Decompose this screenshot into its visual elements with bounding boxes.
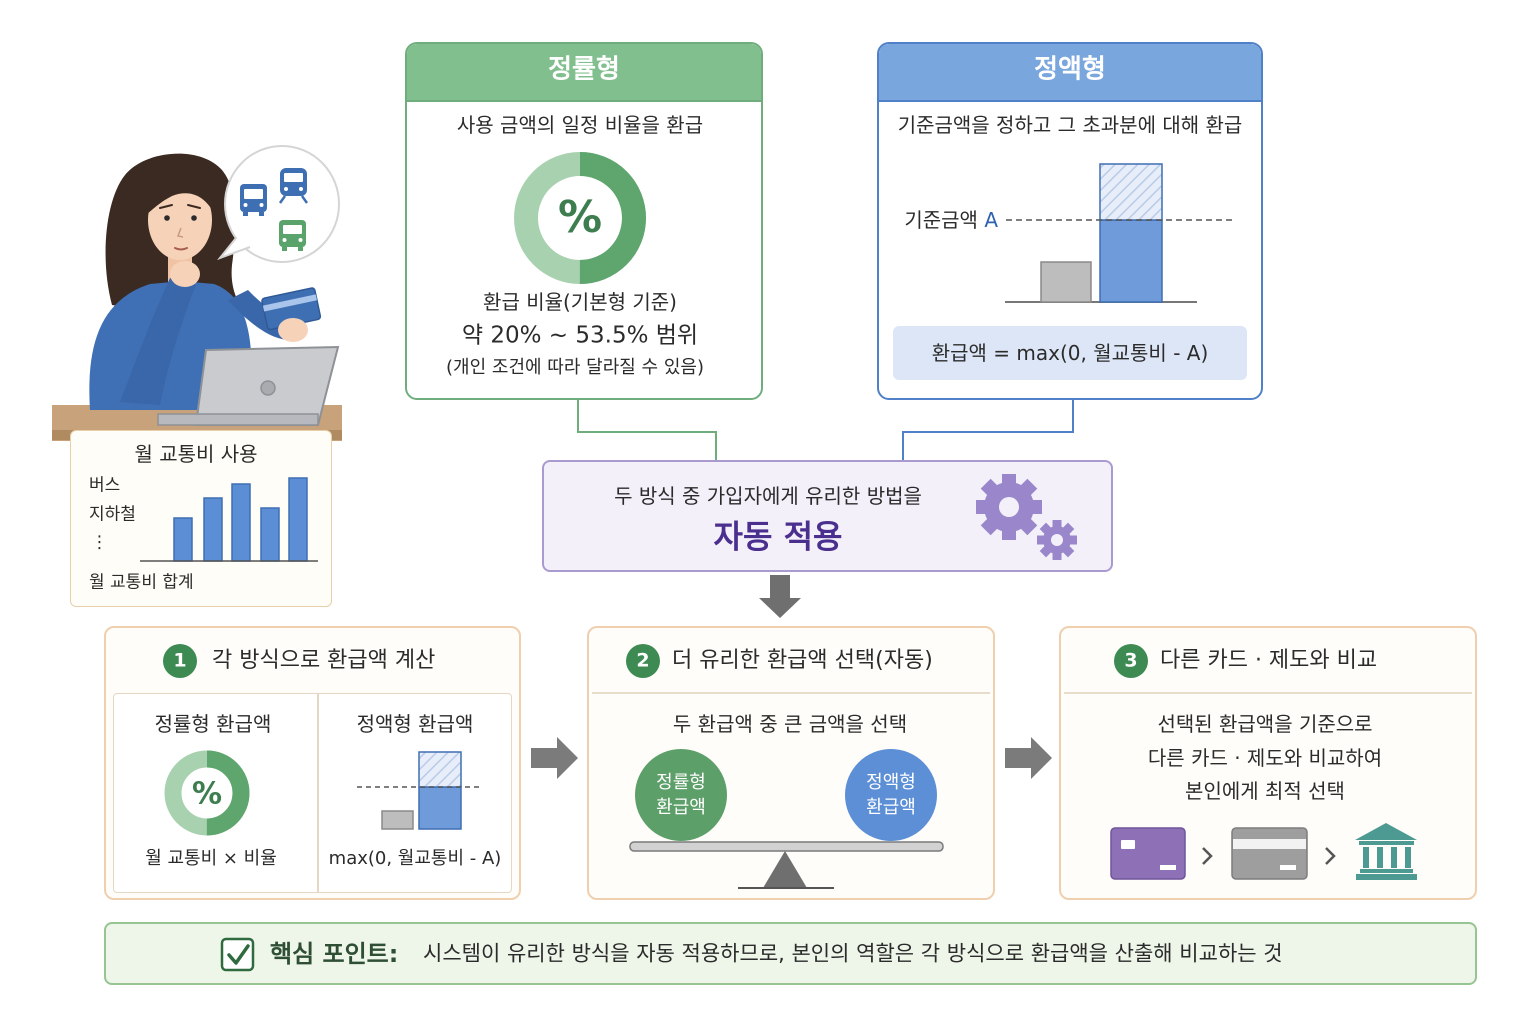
- step-1-fixed-chart: [357, 751, 482, 830]
- flat-rate-header: [407, 44, 761, 102]
- checkbox-icon: [220, 937, 255, 972]
- step-1-flat-donut: [164, 750, 250, 836]
- bus-icon: [279, 220, 306, 251]
- above-threshold-bar: [418, 786, 462, 830]
- speech-bubble: [216, 145, 340, 263]
- step-1-number: 1: [173, 649, 187, 672]
- step-1-flat-caption: 월 교통비 × 비율: [145, 848, 277, 870]
- balance-scale: [629, 749, 944, 889]
- laptop: [157, 345, 340, 426]
- fixed-amount-header: [879, 44, 1261, 102]
- usage-row-more: ⋮: [91, 532, 108, 553]
- flat-rate-option-label-line-2: 환급액: [656, 797, 706, 819]
- fixed-amount-chart: [1005, 163, 1232, 303]
- fixed-amount-option-circle: [845, 749, 937, 841]
- flat-rate-title: 정률형: [548, 54, 620, 85]
- usage-row-bus: 버스: [89, 475, 121, 496]
- step-number-circle: [1114, 644, 1148, 678]
- flat-rate-card: [405, 42, 763, 400]
- hand-at-chin: [170, 261, 200, 287]
- step-3-title: 다른 카드 · 제도와 비교: [1160, 647, 1378, 673]
- fixed-amount-title: 정액형: [1034, 54, 1106, 85]
- hair-bangs: [146, 170, 218, 218]
- balance-beam: [629, 841, 944, 852]
- chevron-right-icon: [1202, 847, 1213, 865]
- hand-holding-card: [278, 318, 308, 342]
- step-1-fixed-caption: max(0, 월교통비 - A): [328, 848, 502, 870]
- key-point-bar: [104, 922, 1477, 985]
- step-number-circle: [626, 644, 660, 678]
- gear-icon: [976, 474, 1042, 540]
- fixed-amount-connector: [902, 400, 1074, 460]
- nose: [176, 227, 184, 238]
- flat-rate-option-circle: [635, 749, 727, 841]
- train-icon: [278, 168, 309, 204]
- person-illustration: [89, 153, 340, 426]
- step-1-column-divider: [317, 694, 319, 892]
- excess-portion-hatch: [1099, 163, 1163, 221]
- chevron-right-icon: [1325, 847, 1336, 865]
- below-threshold-bar: [1040, 261, 1092, 303]
- percent-symbol: %: [557, 191, 603, 243]
- flat-rate-rate-title: 환급 비율(기본형 기준): [483, 290, 677, 314]
- step-2-number: 2: [636, 649, 650, 672]
- fixed-amount-description: 기준금액을 정하고 그 초과분에 대해 환급: [897, 113, 1243, 137]
- arm-to-chin: [120, 278, 196, 405]
- left-eye: [164, 215, 170, 221]
- flat-rate-range: 약 20% ~ 53.5% 범위: [461, 322, 699, 349]
- flat-rate-option-label-line-1: 정률형: [656, 772, 706, 794]
- percent-symbol: %: [191, 776, 223, 812]
- balance-fulcrum: [763, 851, 807, 888]
- key-point-label: 핵심 포인트:: [270, 939, 399, 968]
- step-3-header-divider: [1064, 692, 1472, 694]
- fixed-amount-option-label-line-2: 환급액: [866, 797, 916, 819]
- step-number-circle: [163, 644, 197, 678]
- auto-apply-line-2: 자동 적용: [713, 517, 843, 556]
- step-3-number: 3: [1124, 649, 1138, 672]
- credit-card-icon: [1110, 827, 1186, 880]
- formula-box: [893, 326, 1247, 380]
- bank-icon: [1355, 823, 1417, 880]
- step-2-header-divider: [592, 692, 990, 694]
- bus-icon: [240, 184, 267, 216]
- arrow-right-icon: [1005, 737, 1052, 779]
- fixed-amount-formula: 환급액 = max(0, 월교통비 - A): [931, 341, 1209, 365]
- threshold-label-text: 기준금액: [904, 208, 978, 232]
- threshold-label: 기준금액 A: [904, 209, 998, 231]
- excess-portion-hatch: [418, 751, 462, 788]
- gear-icon: [1037, 520, 1077, 560]
- arrow-right-icon: [531, 737, 578, 779]
- step-3-line-3: 본인에게 최적 선택: [1185, 779, 1345, 803]
- arrow-down-icon: [759, 575, 801, 618]
- below-threshold-bar: [381, 810, 414, 830]
- usage-card-title: 월 교통비 사용: [134, 442, 258, 466]
- auto-apply-line-1: 두 방식 중 가입자에게 유리한 방법을: [614, 484, 922, 508]
- eyebrows: [159, 204, 201, 209]
- flat-rate-description: 사용 금액의 일정 비율을 환급: [456, 113, 704, 137]
- credit-card-icon: [261, 287, 322, 331]
- right-eye: [191, 215, 197, 221]
- key-point-text: 시스템이 유리한 방식을 자동 적용하므로, 본인의 역할은 각 방식으로 환급…: [423, 941, 1283, 966]
- monthly-usage-bar-chart: [140, 477, 318, 562]
- step-1-flat-title: 정률형 환급액: [154, 712, 272, 736]
- step-1-fixed-title: 정액형 환급액: [356, 712, 474, 736]
- step-2-text: 두 환급액 중 큰 금액을 선택: [672, 712, 908, 736]
- flat-rate-note: (개인 조건에 따라 달라질 수 있음): [446, 357, 704, 379]
- step-1-title: 각 방식으로 환급액 계산: [212, 647, 436, 673]
- credit-card-icon: [1231, 827, 1308, 880]
- fixed-amount-option-label-line-1: 정액형: [866, 772, 916, 794]
- threshold-symbol: A: [984, 208, 998, 232]
- usage-row-subway: 지하철: [89, 504, 136, 525]
- step-2-title: 더 유리한 환급액 선택(자동): [672, 647, 933, 673]
- usage-total-label: 월 교통비 합계: [89, 572, 194, 593]
- mouth: [174, 247, 188, 251]
- flat-rate-connector: [577, 400, 717, 460]
- step-3-line-1: 선택된 환급액을 기준으로: [1157, 712, 1373, 736]
- flat-rate-donut: [514, 152, 646, 284]
- step-3-line-2: 다른 카드 · 제도와 비교하여: [1147, 746, 1383, 770]
